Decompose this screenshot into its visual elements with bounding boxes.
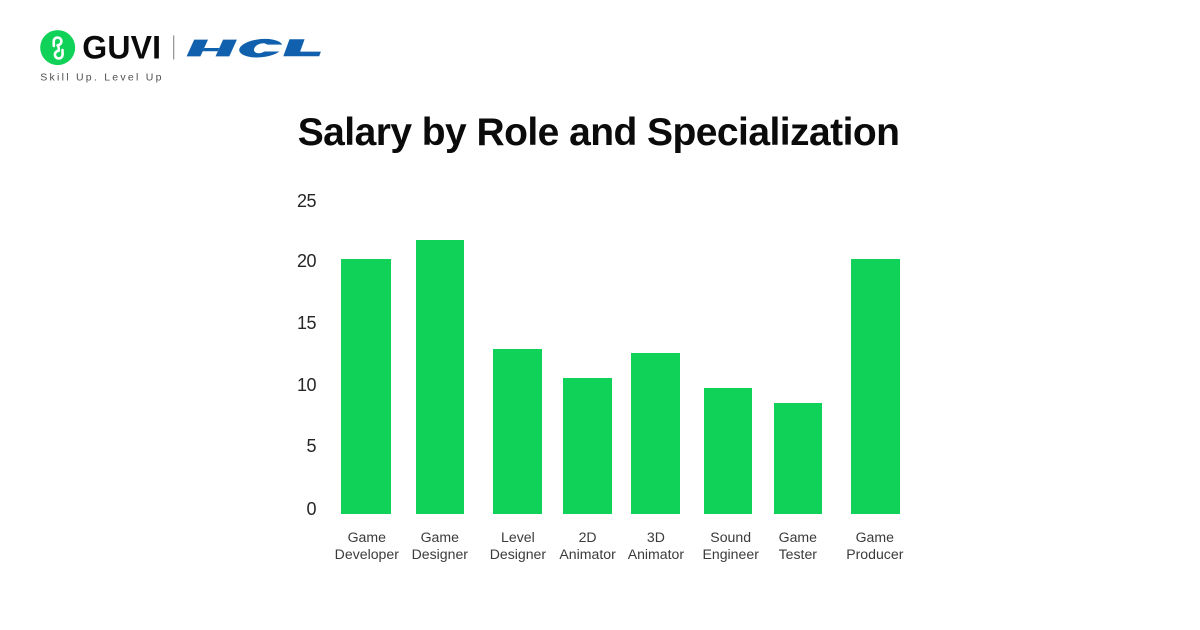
svg-text:GUVI: GUVI bbox=[82, 30, 161, 66]
svg-text:Skill Up. Level Up: Skill Up. Level Up bbox=[40, 72, 163, 84]
